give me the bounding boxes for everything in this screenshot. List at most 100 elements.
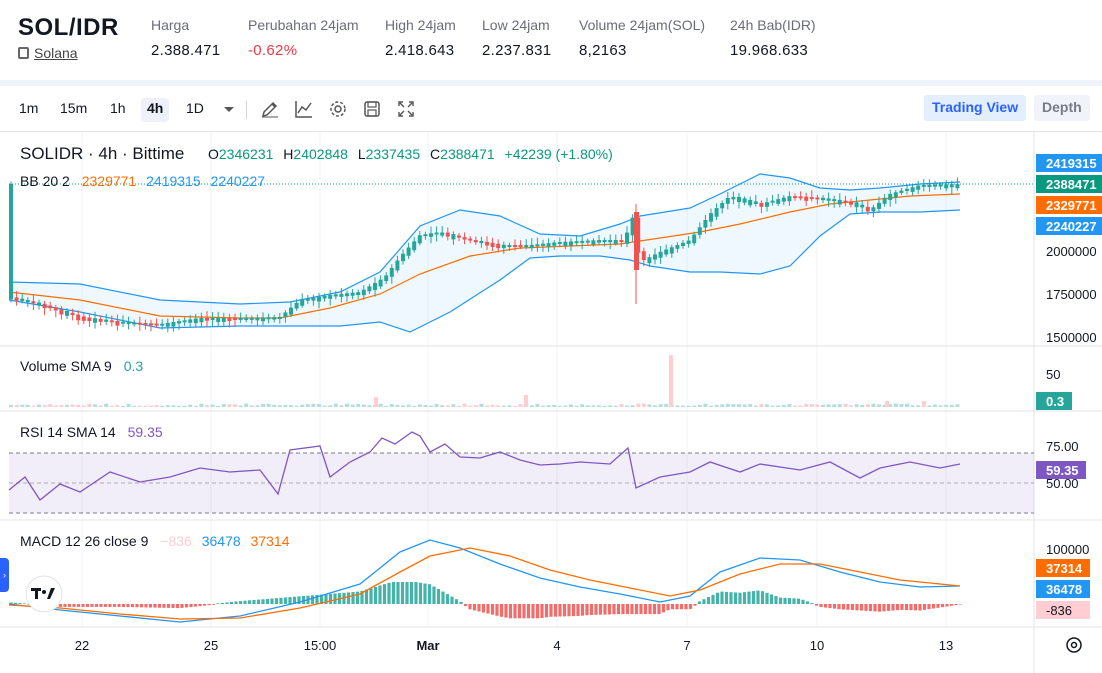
chart-canvas[interactable]: SOLIDR · 4h · Bittime O2346231 H2402848 … [0, 132, 1102, 673]
candle-body [423, 234, 428, 237]
line-chart-icon[interactable] [293, 98, 315, 120]
volume-bar [692, 405, 697, 407]
candle-body [692, 234, 697, 244]
stat-value: 2.237.831 [482, 42, 552, 59]
timeframe-1d[interactable]: 1D [186, 100, 204, 116]
stat-value: 19.968.633 [730, 42, 809, 59]
macd-histogram-bar [301, 596, 306, 604]
macd-histogram-bar [513, 604, 517, 619]
macd-histogram-bar [58, 604, 63, 607]
candle-body [709, 213, 713, 222]
candle-body [602, 240, 607, 242]
macd-histogram-bar [400, 582, 405, 604]
volume-bar [905, 403, 909, 407]
volume-bar [535, 403, 540, 407]
chevron-down-icon[interactable] [218, 98, 240, 120]
volume-bar [882, 404, 887, 407]
macd-histogram-bar [841, 604, 846, 610]
candle-body [938, 184, 943, 187]
pencil-icon[interactable] [259, 98, 281, 120]
tab-depth[interactable]: Depth [1034, 95, 1090, 121]
macd-histogram-bar [936, 604, 940, 608]
timeframe-15m[interactable]: 15m [60, 100, 88, 116]
volume-bar [563, 405, 568, 407]
macd-histogram-bar [751, 591, 756, 604]
candle-body [70, 312, 75, 315]
candle-body [703, 219, 708, 228]
candle-body [765, 202, 769, 207]
macd-histogram-bar [657, 604, 661, 615]
tradingview-logo-icon [25, 575, 63, 613]
candle-body [865, 206, 870, 212]
timeframe-1h[interactable]: 1h [110, 100, 126, 116]
macd-histogram-bar [63, 604, 67, 607]
macd-histogram-bar [441, 591, 445, 604]
bb-upper-tag-bg [1036, 154, 1102, 172]
macd-histogram-bar [72, 604, 76, 607]
candle-body [440, 232, 445, 236]
macd-histogram-bar [693, 604, 697, 606]
price-tick: 1750000 [1046, 287, 1097, 302]
macd-histogram-bar [436, 589, 441, 604]
macd-histogram-bar [418, 582, 423, 604]
macd-histogram-bar [279, 597, 283, 604]
volume-bar [350, 404, 355, 407]
macd-histogram-bar [85, 604, 90, 607]
macd-histogram-bar [535, 604, 540, 619]
volume-bar [557, 405, 562, 407]
macd-hist-tag: -836 [1046, 603, 1072, 618]
chart-grid [81, 132, 947, 627]
volume-bar [216, 405, 221, 407]
volume-bar [423, 404, 428, 407]
macd-histogram-bar [522, 604, 526, 619]
fullscreen-icon[interactable] [395, 98, 417, 120]
coin-link[interactable]: Solana [34, 45, 78, 61]
volume-bar [770, 405, 775, 407]
timeframe-4h[interactable]: 4h [141, 98, 170, 122]
candle-body [793, 196, 797, 199]
candle-body [742, 198, 747, 203]
macd-signal-tag: 37314 [1046, 561, 1083, 576]
candle-body [809, 197, 814, 200]
macd-histogram-bar [355, 591, 360, 604]
time-tick: Mar [416, 638, 439, 653]
gear-icon[interactable] [327, 98, 349, 120]
open-value: 2346231 [219, 146, 274, 162]
macd-histogram-bar [94, 604, 99, 607]
volume-bar [899, 404, 904, 407]
candle-body [457, 235, 461, 238]
candle-body [899, 190, 904, 193]
candle-body [888, 193, 893, 200]
macd-histogram-bar [234, 601, 238, 604]
macd-histogram-bar [432, 586, 436, 604]
candle-body [177, 321, 181, 324]
chart-settings-icon[interactable] [1066, 637, 1082, 653]
timeframe-1m[interactable]: 1m [19, 100, 39, 116]
macd-histogram-bar [832, 604, 837, 609]
bb-basis-tag-bg [1036, 196, 1102, 214]
macd-histogram-bar [351, 592, 355, 604]
macd-histogram-bar [580, 604, 585, 616]
volume-bar [759, 403, 764, 407]
macd-histogram-bar [648, 604, 652, 615]
volume-bar [602, 405, 607, 407]
stat-label: Harga [151, 17, 190, 33]
macd-tag: 36478 [1046, 582, 1082, 597]
volume-bar [619, 404, 624, 407]
chart-container[interactable]: 1m 15m 1h 4h 1D Trading View Depth [0, 86, 1102, 673]
macd-histogram-bar [22, 603, 27, 604]
candle-body [9, 184, 13, 300]
candle-body [389, 267, 394, 277]
volume-bar [87, 403, 92, 407]
macd-histogram-bar [481, 604, 486, 613]
macd-histogram-bar [360, 590, 364, 604]
save-icon[interactable] [361, 98, 383, 120]
bb-basis-value: 2329771 [82, 173, 137, 189]
macd-label: MACD 12 26 close 9 [20, 533, 149, 549]
candle-body [65, 310, 69, 316]
rsi-value: 59.35 [128, 424, 163, 440]
candle-body [546, 243, 551, 247]
volume-bar [149, 405, 153, 407]
side-panel-toggle-icon[interactable]: › [0, 558, 9, 592]
tab-trading-view[interactable]: Trading View [924, 95, 1027, 121]
